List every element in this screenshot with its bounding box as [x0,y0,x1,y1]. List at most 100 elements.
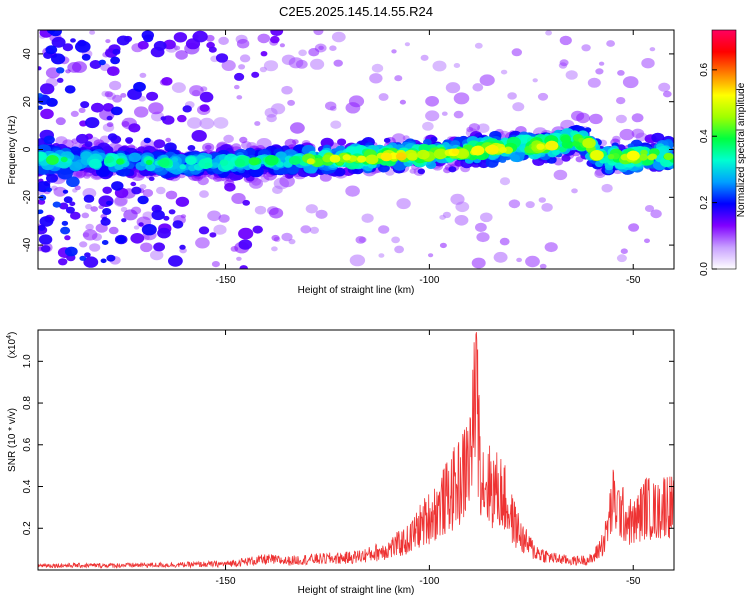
heatmap-cell [108,226,119,235]
heatmap-cell [46,155,59,165]
heatmap-cell [45,45,58,55]
heatmap-cell [141,224,157,236]
heatmap-cell [205,144,212,150]
colorbar-tick-label: 0.6 [699,62,710,76]
heatmap-cell [361,213,374,223]
heatmap-cell [56,67,65,74]
heatmap-cell [40,83,55,95]
heatmap-cell [365,154,379,165]
heatmap-cell [175,50,188,60]
heatmap-cell [349,254,366,267]
heatmap-cell [174,45,181,51]
heatmap-cell [511,48,522,57]
heatmap-cell [148,102,164,115]
heatmap-cell [474,42,483,49]
heatmap-cell [177,114,187,123]
heatmap-cell [545,140,559,151]
heatmap-cell [116,35,130,46]
heatmap-cell [399,99,406,105]
heatmap-cell [658,82,671,92]
heatmap-cell [239,54,251,63]
heatmap-cell [75,40,91,53]
heatmap-cell [64,85,76,94]
heatmap-cell [223,134,234,143]
heatmap-cell [450,193,465,205]
snr-x-tick-label: -50 [626,576,641,587]
heatmap-cell [198,226,210,235]
snr-y-tick-label: 0.8 [22,396,33,410]
heatmap-cell [106,254,116,262]
heatmap-cell [333,59,343,67]
heatmap-cell [320,137,334,148]
heatmap-cell [67,62,82,73]
heatmap-cell [140,242,153,253]
heatmap-cell [532,78,538,83]
heatmap-cell [446,157,454,163]
heatmap-cell [663,152,674,161]
heatmap-cell [571,188,578,194]
heatmap-y-tick-label: -40 [22,237,33,252]
heatmap-cell [598,61,605,66]
heatmap-cell [199,117,215,130]
heatmap-cell [644,238,650,244]
heatmap-cell [101,240,109,245]
heatmap-cell [448,166,457,173]
heatmap-cell [425,110,440,122]
heatmap-cell [576,112,590,124]
heatmap-cell [195,237,210,249]
heatmap-cell [111,181,124,191]
heatmap-cell [329,45,337,51]
heatmap-cell [64,246,78,257]
heatmap-cell [325,101,337,111]
heatmap-cell [204,162,212,168]
heatmap-cell [565,70,578,80]
heatmap-cell [378,93,389,101]
heatmap-cell [208,46,217,53]
heatmap-cell [221,60,236,71]
heatmap-cell [189,85,204,97]
heatmap-cell [322,154,333,163]
heatmap-cell [163,215,170,221]
heatmap-cell [161,77,173,86]
heatmap-cell [52,201,61,208]
heatmap-cell [106,115,113,121]
heatmap-cell [345,185,360,197]
heatmap-cell [257,33,271,44]
heatmap-cell [439,242,447,249]
heatmap-cell [215,53,229,63]
heatmap-cell [559,59,569,67]
heatmap-cell [348,155,358,162]
heatmap-cell [607,154,615,160]
heatmap-cell [156,186,166,195]
heatmap-cell [590,150,604,161]
heatmap-cell [404,42,410,47]
heatmap-cell [121,218,127,223]
heatmap-cell [369,73,383,84]
heatmap-cell [69,161,82,172]
heatmap-cell [145,163,156,172]
heatmap-cell [182,105,192,113]
heatmap-panel: -150 -100 -50 -40 -20 0 20 40 Height of straigh… [7,29,675,296]
heatmap-cell [137,40,149,50]
heatmap-cell [142,189,154,197]
colorbar: 0.0 0.2 0.4 0.6 Normalized spectral amplitu… [699,29,747,276]
heatmap-cell [270,35,280,44]
heatmap-cell [130,181,137,187]
heatmap-cell [371,63,384,73]
heatmap-cell [102,208,112,215]
heatmap-cell [95,223,108,233]
heatmap-cell [76,133,89,144]
heatmap-cell [589,113,603,125]
heatmap-cell [454,215,469,226]
heatmap-cell [631,113,644,123]
colorbar-tick-label: 0.0 [699,262,710,276]
heatmap-cell [81,212,90,219]
snr-y-tick-label: 0.6 [22,437,33,451]
heatmap-cell [138,222,144,227]
heatmap-cell [453,63,461,68]
heatmap-cell [139,72,147,78]
heatmap-cell [139,184,147,190]
chart-title: C2E5.2025.145.14.55.R24 [279,4,433,19]
snr-y-tick-label: 1.0 [22,354,33,368]
heatmap-cell [231,193,246,204]
